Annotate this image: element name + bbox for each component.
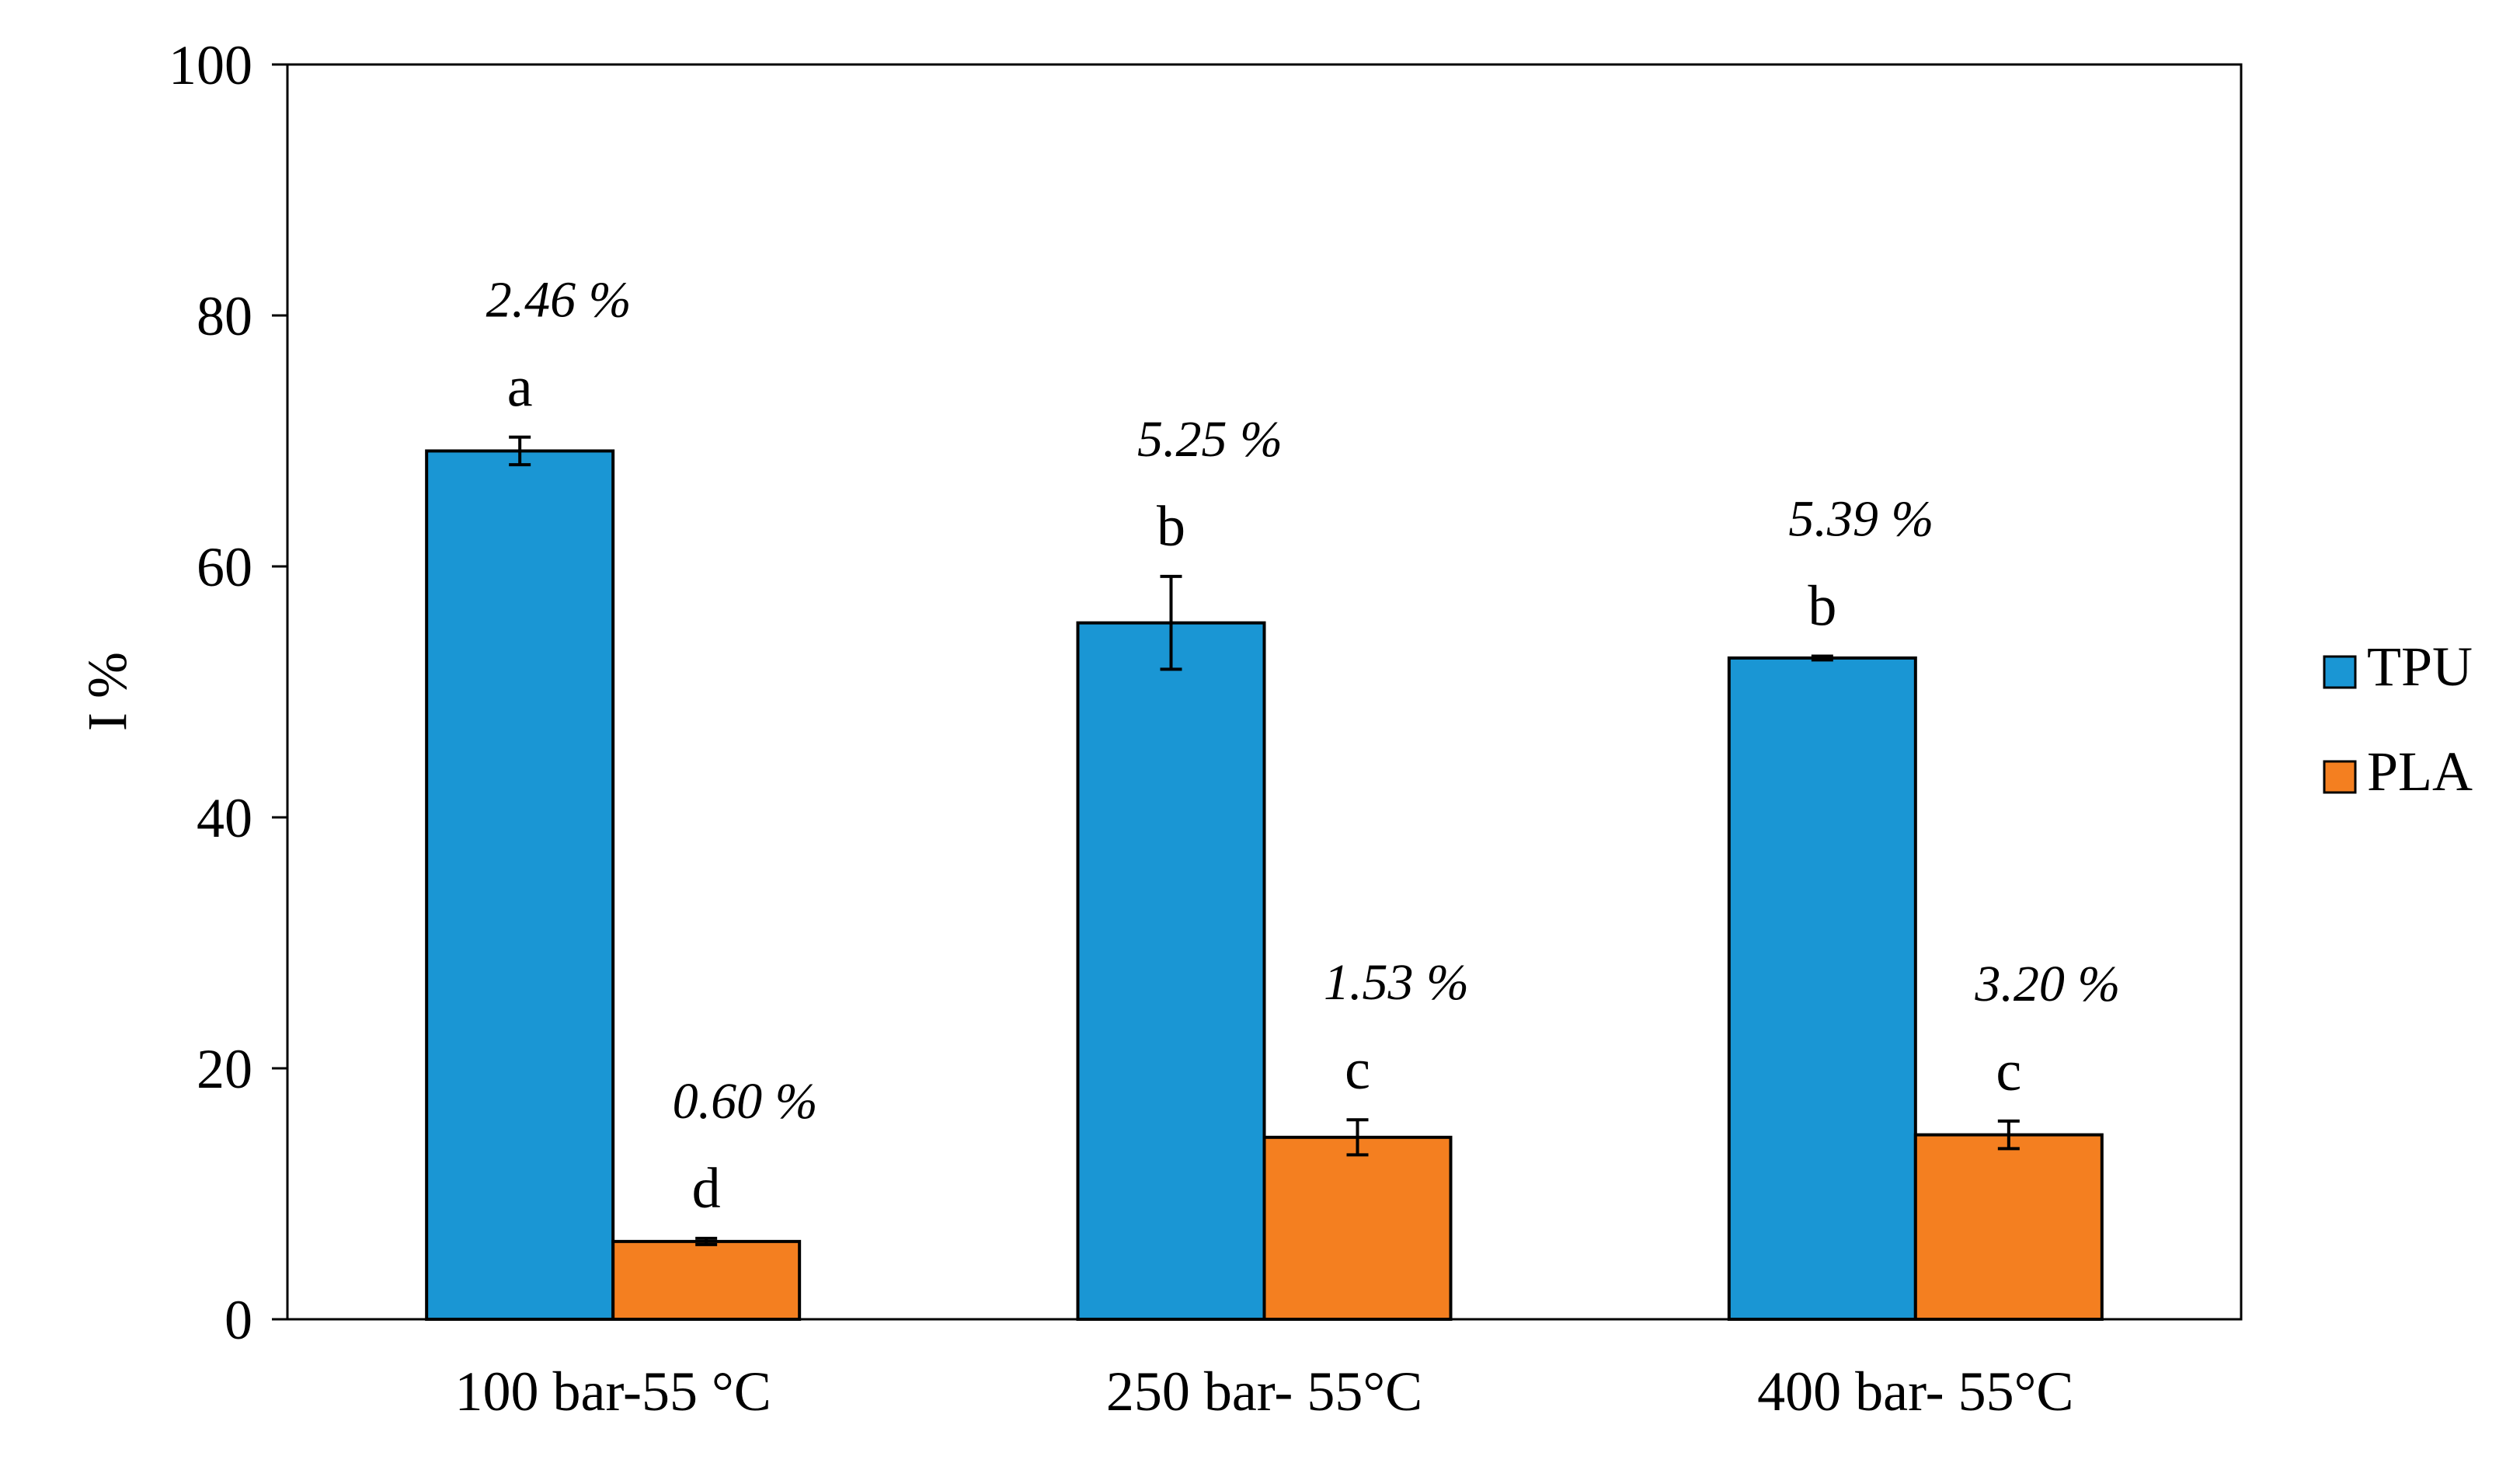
legend: TPU PLA (2323, 636, 2473, 803)
significance-letter: b (1157, 495, 1185, 559)
legend-label-tpu: TPU (2367, 636, 2473, 698)
y-axis-title: % I (77, 652, 139, 731)
percent-label: 2.46 % (486, 272, 632, 329)
y-tick-label: 20 (197, 1038, 252, 1100)
percent-label: 5.39 % (1788, 490, 1934, 547)
significance-letter: c (1345, 1038, 1370, 1102)
y-tick-label: 100 (169, 34, 252, 96)
y-axis: 0 20 40 60 80 100 (169, 34, 287, 1351)
x-axis: 100 bar-55 °C 250 bar- 55°C 400 bar- 55°C (455, 1360, 2074, 1423)
bar-pla (1913, 1133, 2104, 1321)
y-tick-label: 0 (225, 1289, 252, 1351)
bar-tpu (425, 449, 615, 1321)
x-tick-label: 400 bar- 55°C (1757, 1360, 2073, 1423)
x-tick-label: 250 bar- 55°C (1106, 1360, 1422, 1423)
legend-label-pla: PLA (2367, 740, 2473, 803)
x-tick-label: 100 bar-55 °C (455, 1360, 771, 1423)
bar-group: b 5.39 % c 3.20 % (1727, 490, 2120, 1321)
significance-letter: b (1808, 574, 1836, 638)
significance-letter: c (1996, 1040, 2021, 1103)
bar-tpu (1727, 656, 1917, 1321)
y-tick-label: 80 (197, 285, 252, 347)
legend-swatch-tpu (2323, 655, 2357, 689)
bar-tpu (1076, 621, 1266, 1321)
y-tick-label: 40 (197, 787, 252, 849)
y-tick-label: 60 (197, 536, 252, 598)
bar-group: a 2.46 % d 0.60 % (425, 272, 818, 1321)
percent-label: 3.20 % (1974, 956, 2120, 1012)
bar-pla (1262, 1135, 1453, 1321)
bar-pla (611, 1239, 802, 1321)
percent-label: 5.25 % (1137, 411, 1283, 468)
significance-letter: a (507, 356, 533, 420)
bars: a 2.46 % d 0.60 % b 5.25 % c 1.53 % b 5.39 % c 3.20… (425, 272, 2120, 1321)
percent-label: 0.60 % (673, 1073, 818, 1130)
bar-group: b 5.25 % c 1.53 % (1076, 411, 1469, 1321)
legend-swatch-pla (2323, 760, 2357, 794)
percent-label: 1.53 % (1324, 954, 1469, 1011)
significance-letter: d (692, 1157, 721, 1221)
